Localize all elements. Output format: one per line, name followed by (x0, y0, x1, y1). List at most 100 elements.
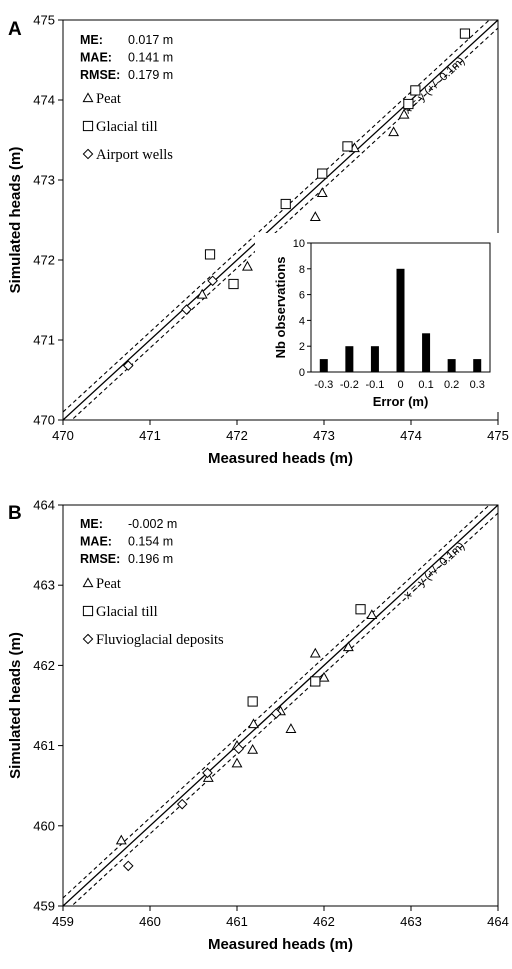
inset-y-axis-label: Nb observations (273, 257, 288, 359)
data-point (233, 743, 245, 755)
inset-bar (473, 359, 482, 372)
upper-bound-line (63, 505, 491, 899)
x-axis-label: Measured heads (m) (208, 936, 353, 953)
data-point (241, 260, 253, 271)
inset-bar (447, 359, 456, 372)
data-point (122, 860, 134, 872)
data-point (316, 187, 328, 197)
series-diamond (122, 275, 218, 371)
data-point (231, 757, 243, 768)
reference-lines (63, 20, 498, 420)
x-tick-label: 471 (139, 428, 161, 443)
inset-y-tick-label: 0 (299, 367, 305, 379)
y-tick-label: 474 (33, 93, 55, 108)
inset-bar (422, 333, 431, 372)
y-tick-label: 463 (33, 578, 55, 593)
inset-x-tick-label: 0.1 (418, 379, 433, 391)
inset-y-tick-label: 10 (293, 238, 305, 250)
legend-label: Peat (96, 576, 121, 592)
stat-value: 0.017 m (128, 33, 173, 47)
data-point (342, 641, 354, 652)
series-square (204, 28, 471, 290)
data-point (318, 671, 330, 682)
data-point (310, 676, 321, 687)
panel-label: B (8, 503, 22, 524)
y-tick-label: 471 (33, 333, 55, 348)
inset-bar (370, 346, 379, 372)
inset-chart: 0 2 4 6 8 10 -0.3 -0.2 -0.1 0 0.1 0.2 0.3 Error (m) Nb… (255, 233, 502, 412)
x-tick-label: 460 (139, 914, 161, 929)
series-square (247, 604, 366, 707)
stat-value: 0.154 m (128, 535, 173, 549)
stat-label: ME: (80, 33, 103, 47)
panel-a: A 470 471 472 473 474 475 470 471 472 473 474 475 Mea… (7, 13, 509, 468)
legend-label: Glacial till (96, 119, 158, 135)
data-point (280, 198, 291, 210)
series-triangle (196, 108, 410, 299)
y-tick-label: 464 (33, 498, 55, 513)
x-tick-label: 470 (52, 428, 74, 443)
y-tick-label: 472 (33, 253, 55, 268)
data-point (115, 834, 127, 845)
stat-value: 0.196 m (128, 552, 173, 566)
data-point (247, 696, 258, 707)
inset-bar (319, 359, 328, 372)
panel-label: A (8, 19, 22, 40)
identity-line (63, 20, 498, 420)
inset-x-tick-label: -0.3 (314, 379, 333, 391)
legend-marker-diamond (82, 633, 94, 645)
data-point (207, 275, 218, 287)
data-point (181, 304, 192, 315)
inset-bar (345, 346, 354, 372)
inset-y-tick-label: 8 (299, 264, 305, 276)
x-tick-label: 472 (226, 428, 248, 443)
data-point (285, 723, 297, 733)
legend-label: Glacial till (96, 604, 158, 620)
y-tick-label: 459 (33, 899, 55, 914)
x-tick-label: 461 (226, 914, 248, 929)
inset-x-tick-label: 0.2 (444, 379, 459, 391)
x-tick-label: 463 (400, 914, 422, 929)
data-point (204, 249, 216, 260)
data-point (388, 126, 400, 137)
stat-label: RMSE: (80, 552, 120, 566)
inset-x-tick-label: -0.1 (365, 379, 384, 391)
stat-label: RMSE: (80, 68, 120, 82)
data-point (248, 718, 259, 729)
stat-label: MAE: (80, 535, 112, 549)
lower-bound-line (70, 27, 498, 420)
x-axis-label: Measured heads (m) (208, 450, 353, 467)
inset-bar (396, 268, 405, 372)
y-tick-label: 475 (33, 13, 55, 28)
x-tick-label: 459 (52, 914, 74, 929)
inset-x-axis-label: Error (m) (373, 394, 429, 409)
stat-label: MAE: (80, 51, 112, 65)
upper-bound-line (63, 20, 491, 413)
data-point (196, 288, 208, 299)
x-tick-label: 464 (487, 914, 509, 929)
x-tick-label: 462 (313, 914, 335, 929)
stat-value: 0.141 m (128, 51, 173, 65)
stat-label: ME: (80, 517, 103, 531)
data-point (202, 767, 213, 779)
stat-value: -0.002 m (128, 517, 177, 531)
legend-label: Peat (96, 91, 121, 107)
data-point (309, 211, 321, 221)
x-tick-label: 474 (400, 428, 422, 443)
data-point (270, 708, 282, 719)
inset-y-tick-label: 4 (299, 315, 305, 327)
data-point (342, 141, 353, 152)
legend-label: Airport wells (96, 147, 173, 163)
y-axis-label: Simulated heads (m) (7, 632, 24, 779)
y-tick-label: 470 (33, 413, 55, 428)
legend-label: Fluvioglacial deposits (96, 632, 224, 648)
stat-value: 0.179 m (128, 68, 173, 82)
y-tick-label: 461 (33, 738, 55, 753)
legend-marker-triangle (82, 92, 94, 103)
legend-marker-square (82, 120, 94, 132)
data-point (459, 28, 471, 39)
x-tick-label: 475 (487, 428, 509, 443)
legend-marker-diamond (82, 148, 94, 160)
y-tick-label: 460 (33, 818, 55, 833)
data-point (309, 647, 321, 658)
